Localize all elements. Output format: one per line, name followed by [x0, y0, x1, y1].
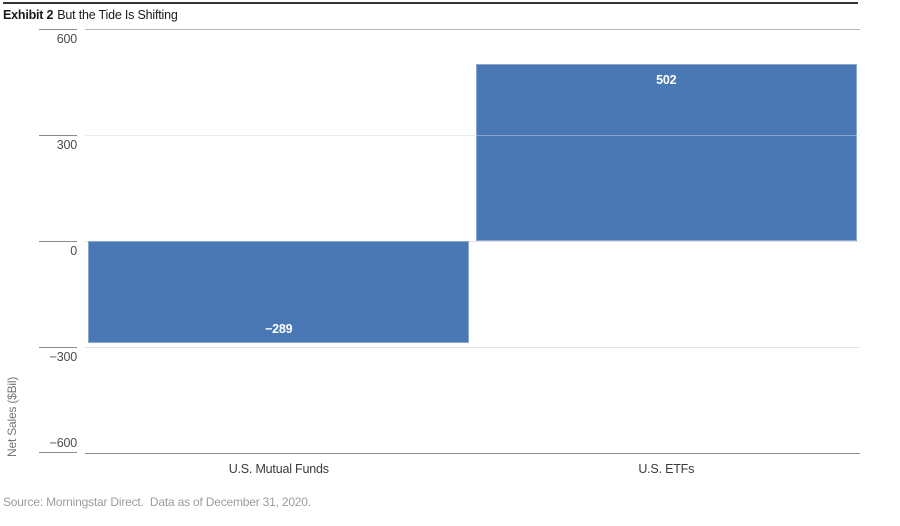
- bar-value-label: −289: [265, 322, 293, 337]
- x-category-label-mutual-funds: U.S. Mutual Funds: [228, 462, 329, 476]
- y-tick-neg-600: −600: [0, 436, 85, 453]
- y-axis: 600 300 0 −300 −600: [0, 29, 85, 453]
- x-category-label-etfs: U.S. ETFs: [638, 462, 695, 476]
- title-divider-rule: [3, 2, 858, 4]
- y-tick-mark: [39, 452, 77, 453]
- bar-us-etfs: 502: [475, 63, 857, 241]
- bar-value-label: 502: [656, 72, 677, 87]
- y-axis-title: Net Sales ($Bil): [5, 376, 19, 457]
- source-note: Source: Morningstar Direct. Data as of D…: [3, 495, 311, 509]
- x-axis: U.S. Mutual Funds U.S. ETFs: [85, 462, 860, 478]
- y-tick-mark: [39, 241, 77, 242]
- y-tick-label: 300: [56, 138, 77, 152]
- y-tick-label: 0: [70, 244, 77, 258]
- gridline-300: [85, 135, 860, 136]
- exhibit-number-label: Exhibit 2: [3, 8, 54, 22]
- gridline-600: [85, 29, 860, 30]
- y-tick-label: −300: [49, 350, 78, 364]
- y-tick-mark: [39, 29, 77, 30]
- chart-title: Exhibit 2 But the Tide Is Shifting: [3, 8, 178, 22]
- gridline-overlay-300: [85, 135, 860, 136]
- chart-title-text: But the Tide Is Shifting: [57, 8, 178, 22]
- y-tick-label: −600: [49, 436, 78, 450]
- gridline-neg-300: [85, 347, 860, 348]
- y-tick-300: 300: [0, 135, 85, 152]
- y-tick-600: 600: [0, 29, 85, 46]
- y-tick-label: 600: [56, 32, 77, 46]
- plot-area: −289 502: [85, 29, 860, 454]
- y-tick-0: 0: [0, 241, 85, 258]
- y-tick-mark: [39, 135, 77, 136]
- y-tick-mark: [39, 347, 77, 348]
- gridline-0: [85, 241, 860, 242]
- y-tick-neg-300: −300: [0, 347, 85, 364]
- bar-us-mutual-funds: −289: [88, 241, 469, 344]
